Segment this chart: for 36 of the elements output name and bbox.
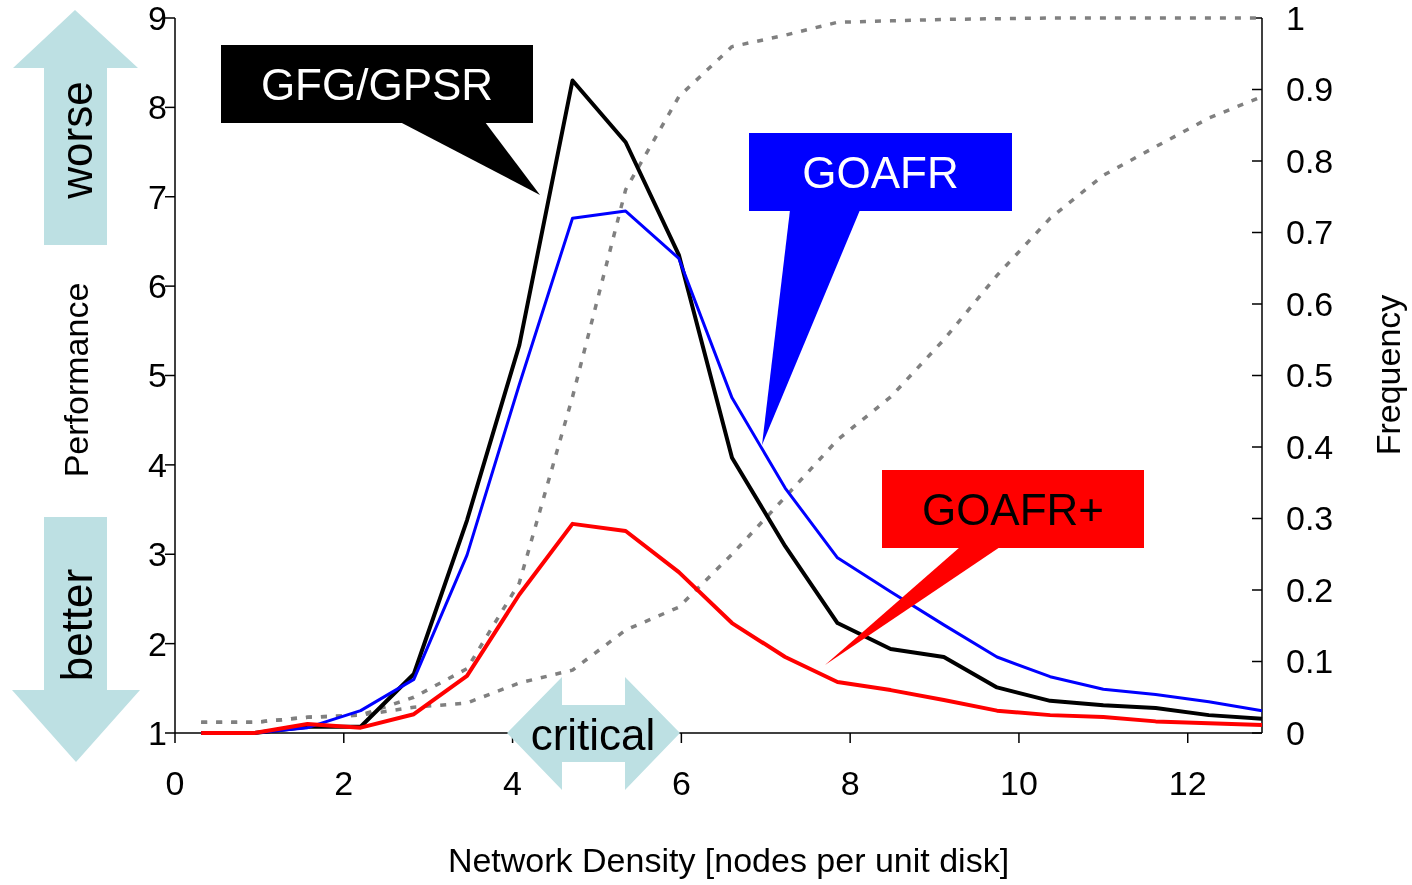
text: GOAFR+ [921,484,1105,534]
x-tick-label: 12 [1168,764,1207,802]
y-tick-label: 7 [148,177,167,216]
y2-tick-label: 0.7 [1286,213,1334,252]
y-tick-label: 2 [148,624,167,663]
x-tick-label: 2 [334,764,354,802]
x-tick-label: 4 [503,764,523,802]
y2-tick-label: 0.2 [1286,570,1334,609]
y-axis-title: Performance [57,282,95,478]
y2-axis-title: Frequency [1369,294,1407,456]
y-tick-label: 5 [148,356,167,395]
x-tick-label: 0 [165,764,185,802]
x-tick-label: 10 [1000,764,1038,802]
series-label: GFG/GPSR [260,59,494,109]
y-tick-label: 3 [148,535,167,574]
x-tick-label: 6 [671,764,691,802]
text: GOAFR [802,147,959,197]
y2-tick-label: 0.6 [1286,284,1334,323]
y2-tick-label: 0.1 [1286,642,1334,681]
y-tick-label: 8 [148,88,167,127]
y-tick-label: 9 [148,0,167,37]
x-axis-title: Network Density [nodes per unit disk] [447,841,1010,879]
y-tick-label: 4 [148,445,167,484]
y2-tick-label: 1 [1286,0,1305,37]
text: better [52,568,101,682]
y2-tick-label: 0.8 [1286,141,1334,180]
y2-tick-label: 0 [1286,713,1305,752]
annotation: critical [530,710,656,759]
y-tick-label: 1 [148,713,167,752]
y2-tick-label: 0.9 [1286,70,1334,109]
y2-tick-label: 0.5 [1286,356,1334,395]
y2-tick-label: 0.4 [1286,427,1334,466]
text: worse [52,81,101,200]
y2-tick-label: 0.3 [1286,499,1334,538]
y-tick-label: 6 [148,267,167,306]
x-tick-label: 8 [840,764,860,802]
